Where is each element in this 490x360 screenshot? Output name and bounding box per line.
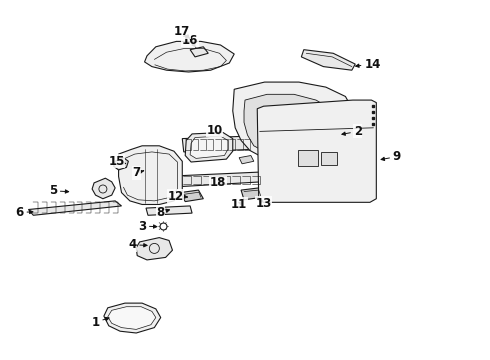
Text: 5: 5 xyxy=(49,184,69,197)
Polygon shape xyxy=(264,157,278,165)
Text: 14: 14 xyxy=(356,58,381,71)
Polygon shape xyxy=(136,238,172,260)
Text: 16: 16 xyxy=(182,34,198,48)
Polygon shape xyxy=(239,156,254,164)
Polygon shape xyxy=(182,136,252,152)
Text: 9: 9 xyxy=(381,150,401,163)
Polygon shape xyxy=(146,206,192,215)
Text: 3: 3 xyxy=(138,220,157,233)
Text: 17: 17 xyxy=(174,25,191,39)
Polygon shape xyxy=(104,303,161,333)
Polygon shape xyxy=(321,152,337,165)
Text: 6: 6 xyxy=(16,206,33,219)
Polygon shape xyxy=(185,132,233,162)
Polygon shape xyxy=(28,201,122,215)
Polygon shape xyxy=(190,136,228,158)
Polygon shape xyxy=(180,190,203,202)
Polygon shape xyxy=(233,82,353,162)
Polygon shape xyxy=(257,100,376,202)
Polygon shape xyxy=(92,178,115,199)
Text: 11: 11 xyxy=(231,198,247,211)
Text: 8: 8 xyxy=(157,206,170,219)
Polygon shape xyxy=(190,47,208,57)
Text: 7: 7 xyxy=(132,166,144,179)
Text: 15: 15 xyxy=(108,155,125,168)
Text: 18: 18 xyxy=(210,176,226,189)
Polygon shape xyxy=(145,41,234,72)
Polygon shape xyxy=(180,172,262,186)
Polygon shape xyxy=(119,146,182,204)
Text: 4: 4 xyxy=(128,238,147,251)
Polygon shape xyxy=(241,188,262,200)
Text: 2: 2 xyxy=(342,125,362,138)
Text: 13: 13 xyxy=(255,197,272,210)
Text: 12: 12 xyxy=(167,190,187,203)
Text: 1: 1 xyxy=(92,316,109,329)
Polygon shape xyxy=(298,150,318,166)
Text: 10: 10 xyxy=(206,124,223,137)
Polygon shape xyxy=(244,94,338,157)
Polygon shape xyxy=(301,50,355,70)
Polygon shape xyxy=(108,307,156,329)
Polygon shape xyxy=(114,158,128,170)
